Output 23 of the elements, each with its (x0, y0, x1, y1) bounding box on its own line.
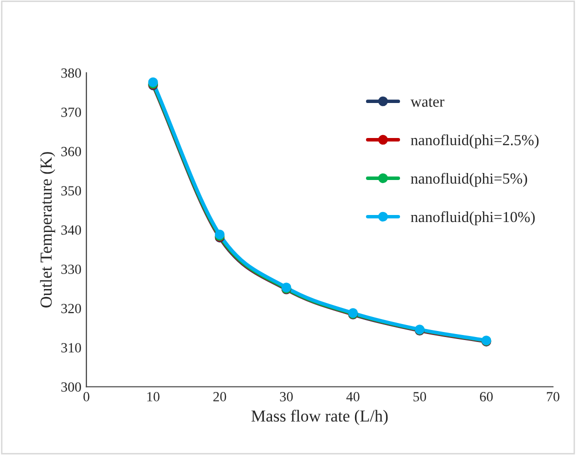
y-tick-label: 340 (61, 225, 82, 235)
x-tick-label: 70 (546, 392, 560, 402)
x-tick-label: 30 (280, 392, 293, 402)
x-tick-label: 20 (213, 392, 226, 402)
y-tick-label: 350 (61, 186, 82, 196)
legend-label: nanofluid(phi=2.5%) (410, 134, 539, 148)
y-tick-label: 310 (61, 343, 82, 352)
y-tick-label: 300 (61, 382, 82, 392)
x-tick-label: 10 (147, 392, 160, 402)
x-tick-label: 0 (83, 392, 90, 402)
x-tick-label: 50 (414, 392, 426, 402)
y-tick-label: 330 (61, 264, 82, 274)
y-tick-label: 380 (61, 68, 82, 78)
x-tick-label: 60 (480, 392, 493, 402)
x-axis-title: Mass flow rate (L/h) (251, 410, 388, 426)
legend-label: water (410, 98, 444, 107)
legend-label: nanofluid(phi=10%) (410, 211, 535, 226)
y-tick-label: 370 (61, 108, 82, 117)
y-tick-label: 360 (61, 146, 82, 156)
y-axis-title: Outlet Temperature (K) (40, 152, 56, 308)
legend-label: nanofluid(phi=5%) (410, 172, 528, 187)
x-tick-label: 40 (346, 392, 360, 402)
y-tick-label: 320 (61, 304, 82, 314)
